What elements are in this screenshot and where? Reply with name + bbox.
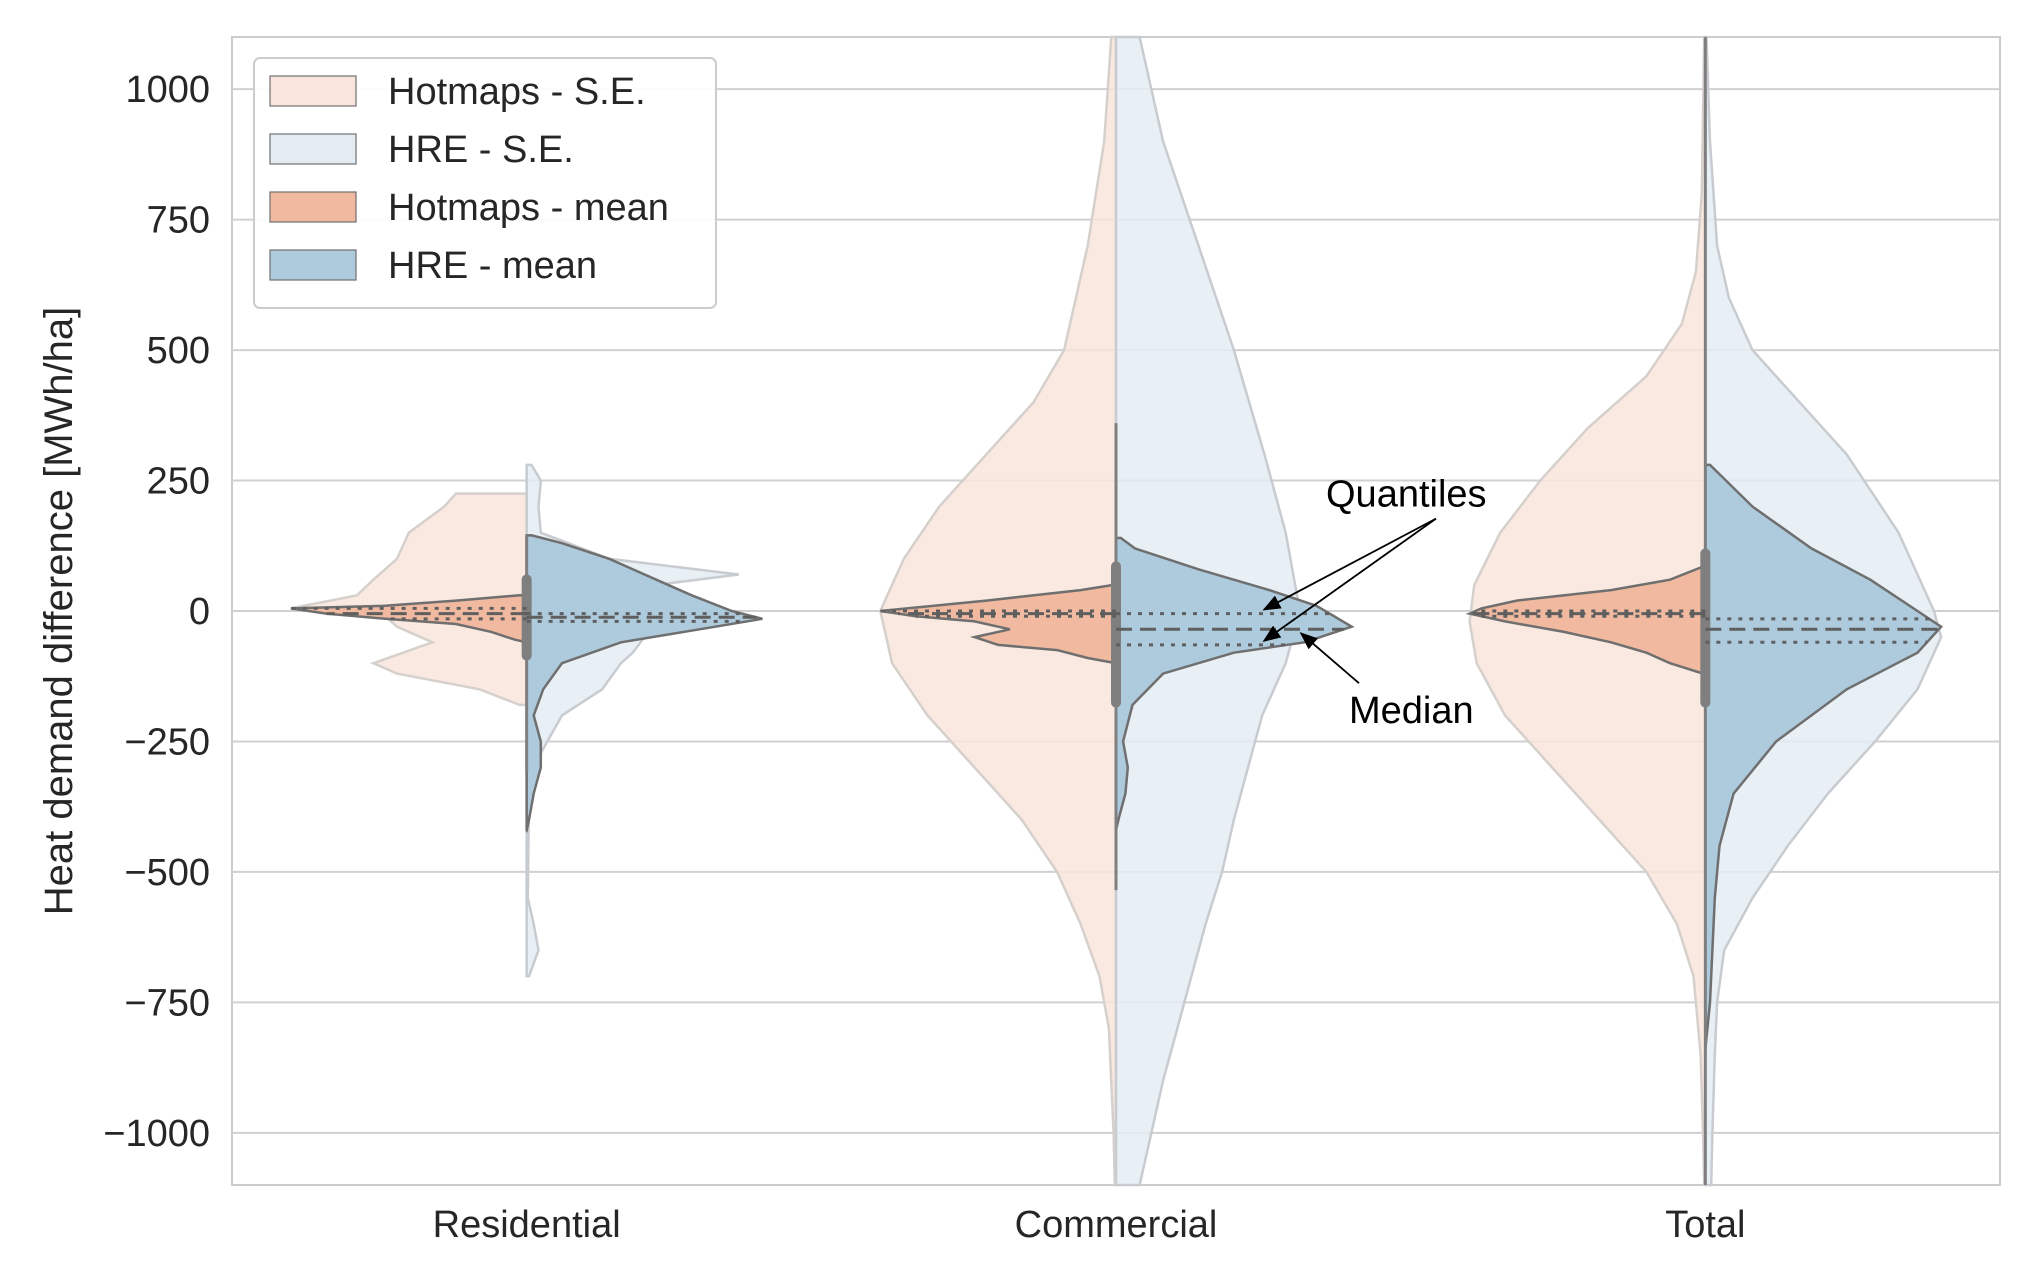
y-tick-label: −500	[124, 852, 210, 894]
legend-swatch	[269, 133, 357, 165]
y-tick-label: 0	[189, 591, 210, 633]
violins	[290, 35, 1944, 1187]
x-tick-label: Commercial	[1015, 1204, 1218, 1246]
violin-mean-left-total	[1465, 565, 1707, 675]
y-tick-label: −750	[124, 982, 210, 1024]
x-tick-label: Residential	[433, 1204, 621, 1246]
y-tick-label: 500	[147, 330, 210, 372]
violin-mean-left-commercial	[880, 583, 1118, 665]
iqr-box-commercial	[1111, 561, 1121, 708]
violin-mean-right-total	[1703, 463, 1944, 1053]
y-axis-label: Heat demand difference [MWh/ha]	[37, 307, 81, 915]
legend-swatch	[269, 249, 357, 281]
annotation-arrow	[1299, 632, 1360, 684]
x-tick-labels: Residential Commercial Total	[433, 1204, 1746, 1246]
y-tick-labels: 1000 750 500 250 0 −250 −500 −750 −1000	[103, 69, 210, 1155]
legend-label: Hotmaps - S.E.	[388, 71, 646, 113]
annotation-arrow	[1262, 517, 1437, 611]
x-tick-label: Total	[1665, 1204, 1745, 1246]
legend: Hotmaps - S.E. HRE - S.E. Hotmaps - mean HR…	[253, 57, 717, 309]
y-tick-label: 750	[147, 200, 210, 242]
annotations: Quantiles Median	[1262, 474, 1487, 732]
legend-label: Hotmaps - mean	[388, 187, 669, 229]
legend-swatch	[269, 191, 357, 223]
legend-swatch	[269, 75, 357, 107]
violin-mean-right-commercial	[1114, 536, 1355, 831]
quantile-lines	[290, 606, 1939, 647]
violin-mean-right-residential	[525, 534, 763, 833]
y-tick-label: 1000	[125, 69, 210, 111]
annotation-median: Median	[1349, 690, 1474, 732]
annotation-quantiles: Quantiles	[1326, 474, 1487, 516]
y-tick-label: −1000	[103, 1113, 210, 1155]
annotation-arrow	[1262, 517, 1437, 642]
legend-box	[253, 57, 717, 309]
y-tick-label: 250	[147, 461, 210, 503]
y-tick-label: −250	[124, 721, 210, 763]
legend-label: HRE - mean	[388, 245, 597, 287]
legend-label: HRE - S.E.	[388, 129, 574, 171]
